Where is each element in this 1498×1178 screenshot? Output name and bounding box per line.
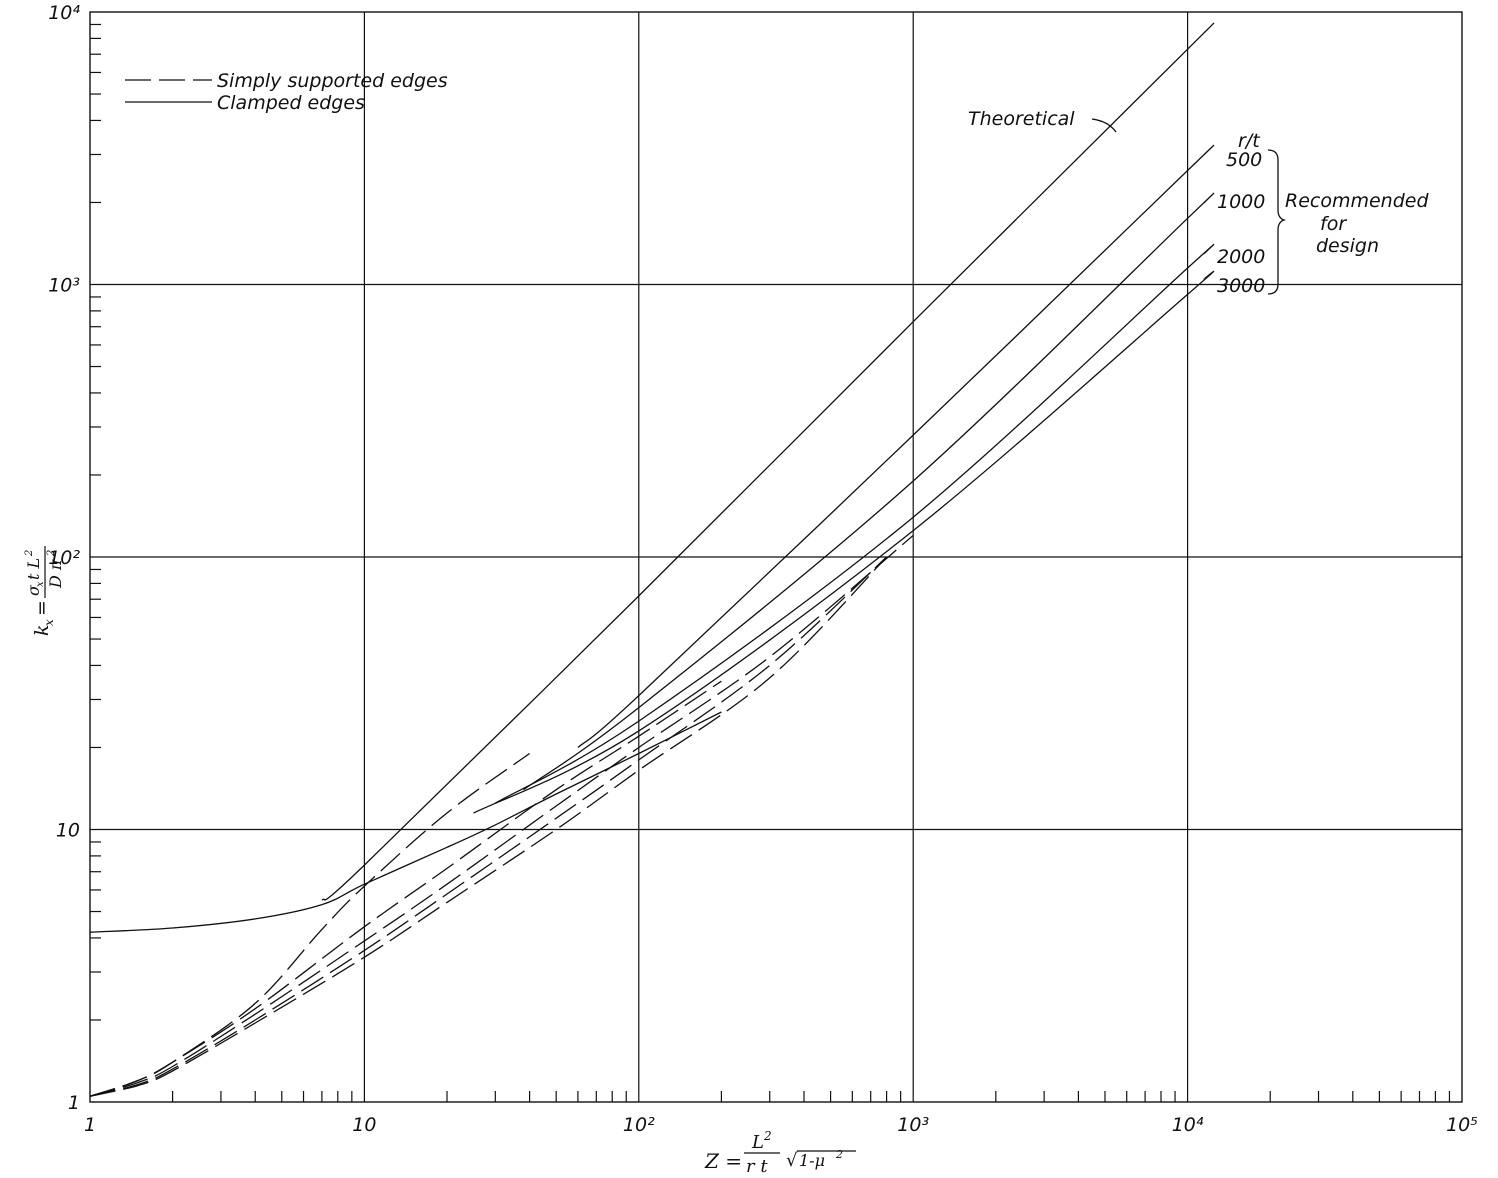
rt-header: r/t (1238, 130, 1261, 152)
legend: Simply supported edges Clamped edges (125, 70, 448, 114)
rt-brace (1267, 149, 1287, 295)
x-tick-label: 10² (623, 1114, 655, 1136)
x-tick-label: 10⁵ (1446, 1114, 1478, 1136)
theoretical-label: Theoretical (968, 108, 1075, 130)
svg-text:k: k (31, 624, 53, 636)
series-line-1000-2 (523, 192, 1215, 791)
series-line-2000-3 (494, 244, 1215, 804)
rt-annotation: r/t 500 1000 2000 3000 Recommended for d… (1217, 130, 1429, 297)
series-line-500-1 (577, 144, 1215, 748)
svg-text:1-μ: 1-μ (799, 1151, 825, 1170)
series-line-theoretical-0 (321, 22, 1215, 901)
svg-text:r t: r t (746, 1156, 768, 1177)
series-line-simply-supported-8 (89, 534, 914, 1097)
x-tick-label: 10⁴ (1172, 1114, 1204, 1136)
y-axis-title: k x = σ x t L 2 D π 2 (24, 546, 65, 636)
recommended-label-line3: design (1316, 235, 1379, 257)
svg-text:x: x (35, 581, 46, 587)
recommended-label-line2: for (1320, 213, 1347, 235)
grid-layer (89, 11, 1463, 1103)
curves-layer (89, 22, 1215, 1097)
y-tick-label: 10 (56, 820, 80, 842)
minor-ticks (90, 23, 1451, 1102)
y-tick-labels: 1 10 10² 10³ 10⁴ (48, 2, 80, 1114)
svg-text:=: = (31, 600, 53, 616)
svg-text:t L: t L (24, 558, 43, 580)
rt-label-1000: 1000 (1217, 191, 1265, 213)
x-tick-labels: 1 10 10² 10³ 10⁴ 10⁵ (84, 1114, 1478, 1136)
series-line-clamped-5 (89, 711, 722, 933)
svg-text:2: 2 (835, 1148, 843, 1161)
svg-text:L: L (751, 1132, 764, 1153)
rt-label-3000: 3000 (1217, 275, 1265, 297)
y-tick-label: 1 (68, 1092, 80, 1114)
svg-text:Z =: Z = (704, 1149, 742, 1173)
series-line-simply-supported-9 (89, 556, 888, 1097)
y-tick-label: 10⁴ (48, 2, 80, 24)
legend-label-simply-supported: Simply supported edges (217, 70, 448, 92)
series-line-3000-4 (473, 270, 1215, 814)
x-tick-label: 1 (84, 1114, 96, 1136)
svg-text:2: 2 (46, 550, 57, 557)
y-tick-label: 10² (48, 547, 80, 569)
theoretical-leader (1091, 118, 1117, 133)
svg-text:√: √ (786, 1150, 798, 1171)
x-tick-label: 10³ (897, 1114, 929, 1136)
x-tick-label: 10 (352, 1114, 376, 1136)
y-tick-label: 10³ (48, 275, 80, 297)
recommended-label-line1: Recommended (1285, 190, 1429, 212)
legend-label-clamped: Clamped edges (217, 92, 365, 114)
svg-text:x: x (42, 619, 56, 626)
rt-label-2000: 2000 (1217, 246, 1265, 268)
series-line-simply-supported-10 (89, 556, 888, 1097)
svg-text:D π: D π (46, 559, 65, 589)
svg-text:2: 2 (763, 1129, 772, 1143)
theoretical-annotation: Theoretical (968, 108, 1117, 133)
svg-text:σ: σ (24, 584, 43, 596)
rt-label-500: 500 (1226, 149, 1262, 171)
x-axis-title: Z = L 2 r t √ 1-μ 2 (704, 1129, 856, 1177)
series-line-simply-supported-7 (89, 680, 722, 1097)
svg-text:2: 2 (24, 550, 35, 557)
series-line-simply-supported-6 (89, 752, 530, 1097)
